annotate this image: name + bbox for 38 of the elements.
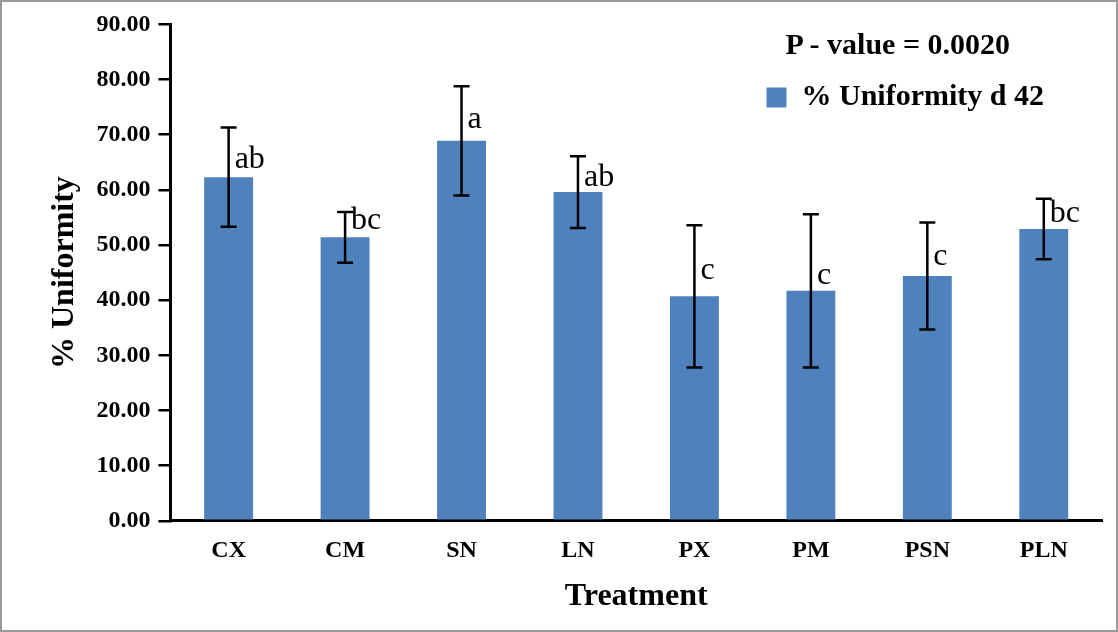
annotation: bc xyxy=(351,199,382,236)
bar xyxy=(320,237,370,520)
bar xyxy=(1019,229,1069,520)
annotation: c xyxy=(816,255,832,292)
y-tick-label: 80.00 xyxy=(96,64,151,91)
annotation: bc xyxy=(1049,192,1080,229)
x-tick-label: CM xyxy=(325,536,366,563)
x-tick-label: SN xyxy=(446,536,478,563)
legend-label: % Uniformity d 42 xyxy=(801,78,1045,112)
annotation: a xyxy=(467,99,482,136)
annotation: c xyxy=(700,250,715,287)
y-tick-label: 60.00 xyxy=(96,175,151,202)
bar xyxy=(437,140,486,520)
y-tick-label: 90.00 xyxy=(96,9,151,36)
y-tick-label: 50.00 xyxy=(96,230,151,257)
annotation: ab xyxy=(583,157,615,194)
x-tick-label: PSN xyxy=(904,536,951,563)
annotation: P - value = 0.0020 xyxy=(785,27,1010,61)
x-tick-label: LN xyxy=(561,536,596,563)
x-tick-label: PLN xyxy=(1019,536,1069,563)
bar xyxy=(669,296,719,520)
x-tick-label: PX xyxy=(678,536,712,563)
y-tick-label: 0.00 xyxy=(108,506,151,532)
bar xyxy=(786,290,836,520)
y-tick-label: 30.00 xyxy=(96,340,151,367)
y-axis-title: % Uniformity xyxy=(44,176,81,370)
bar xyxy=(553,192,603,520)
annotation: ab xyxy=(234,138,265,175)
bar xyxy=(902,275,952,520)
y-tick-label: 40.00 xyxy=(96,285,151,312)
y-tick-label: 70.00 xyxy=(96,119,151,146)
x-tick-label: CX xyxy=(211,536,247,563)
annotation: c xyxy=(933,236,948,273)
y-tick-label: 10.00 xyxy=(96,450,151,477)
bar xyxy=(204,177,254,520)
x-tick-label: PM xyxy=(792,536,830,563)
x-axis-title: Treatment xyxy=(564,576,708,613)
y-tick-label: 20.00 xyxy=(96,395,151,422)
